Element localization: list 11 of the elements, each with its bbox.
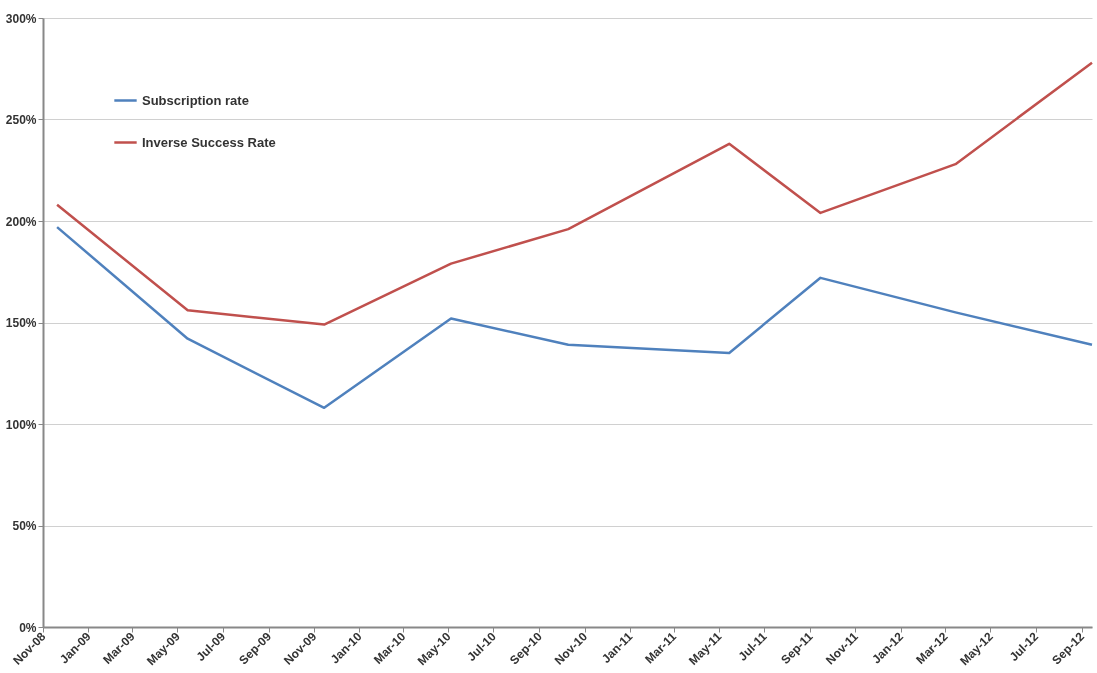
y-tick-label: 250%: [5, 113, 37, 127]
y-tick-label: 300%: [5, 11, 37, 26]
y-tick-label: 0%: [19, 620, 37, 635]
y-tick-label: 100%: [5, 417, 37, 432]
line-series: [55, 61, 1094, 326]
y-tick-label: 150%: [5, 316, 37, 330]
legend-label: Inverse Success Rate: [142, 134, 276, 150]
y-tick-label: 200%: [5, 214, 37, 229]
line-series: [55, 225, 1094, 410]
legend-label: Subscription rate: [142, 92, 249, 108]
y-tick-label: 50%: [12, 519, 37, 533]
